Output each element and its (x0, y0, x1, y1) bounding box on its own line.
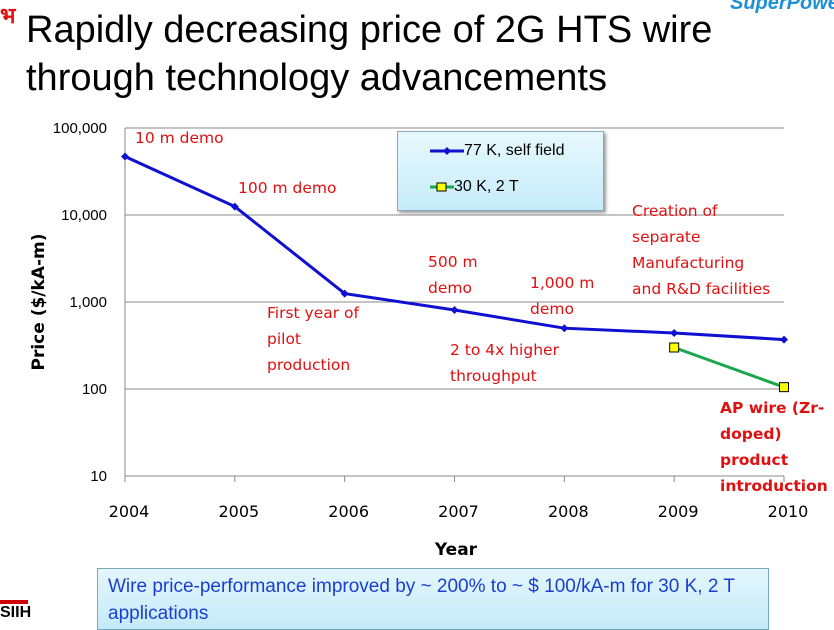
legend-item-30k: 30 K, 2 T (430, 178, 519, 196)
x-tick-label: 2007 (438, 502, 479, 521)
x-axis-title: Year (434, 540, 478, 560)
y-tick-label: 100,000 (53, 120, 107, 137)
logo-bottom-left: SIIH (0, 600, 31, 622)
x-tick-label: 2008 (548, 502, 589, 521)
x-tick-label: 2004 (109, 502, 150, 521)
slide-title: Rapidly decreasing price of 2G HTS wire … (26, 9, 713, 99)
superpower-logo: SuperPower (730, 0, 834, 14)
data-point (340, 289, 349, 298)
annotation: 100 m demo (238, 179, 337, 197)
annotation: AP wire (Zr-doped) product introduction (720, 399, 828, 495)
annotation: Creation of separate Manufacturing and R… (632, 202, 771, 298)
data-point (780, 335, 788, 344)
y-tick-label: 1,000 (69, 294, 107, 311)
logo-top-left: भ (0, 3, 16, 28)
y-axis-title: Price ($/kA-m) (29, 233, 49, 370)
data-point (669, 342, 680, 353)
legend-label: 77 K, self field (464, 142, 565, 159)
annotation: First year of pilot production (267, 304, 359, 374)
y-tick-label: 10 (90, 468, 107, 485)
x-tick-label: 2010 (768, 502, 809, 521)
x-tick-label: 2009 (658, 502, 699, 521)
annotation: 2 to 4x higher throughput (450, 341, 559, 385)
legend-marker-77k (430, 147, 464, 155)
data-point (450, 305, 459, 314)
x-tick-label: 2005 (218, 502, 259, 521)
data-point (230, 202, 239, 211)
legend-marker-30k (430, 182, 454, 192)
data-point (560, 324, 569, 333)
legend-item-77k: 77 K, self field (430, 142, 565, 160)
series-line-1 (673, 346, 785, 389)
y-tick-label: 100 (82, 381, 107, 398)
y-tick-label: 10,000 (61, 207, 107, 224)
legend-label: 30 K, 2 T (454, 178, 519, 195)
data-point (121, 152, 129, 161)
data-point (670, 329, 679, 338)
summary-callout: Wire price-performance improved by ~ 200… (97, 568, 769, 630)
legend: 77 K, self field 30 K, 2 T (397, 131, 604, 211)
x-tick-label: 2006 (328, 502, 369, 521)
annotation: 10 m demo (135, 129, 224, 147)
annotation: 500 m demo (428, 253, 478, 297)
annotation: 1,000 m demo (530, 274, 595, 318)
data-point (779, 382, 789, 393)
